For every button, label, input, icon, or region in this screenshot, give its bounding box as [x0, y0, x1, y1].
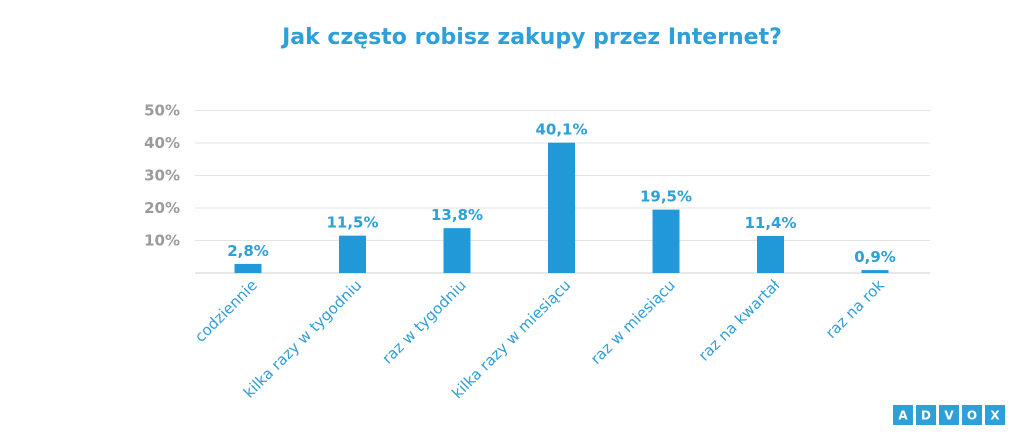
x-tick-label: raz na kwartał: [695, 276, 784, 365]
logo-letter: A: [898, 409, 908, 423]
bar-5: [652, 209, 680, 273]
logo-letter: X: [990, 409, 1000, 423]
bar-4: [548, 142, 575, 273]
chart-title: Jak często robisz zakupy przez Internet?: [280, 25, 782, 50]
x-tick-label: raz na rok: [822, 276, 888, 342]
data-label: 40,1%: [535, 121, 587, 139]
y-tick-label: 50%: [144, 102, 180, 120]
x-tick-label: raz w tygodniu: [378, 276, 469, 367]
data-label: 2,8%: [227, 242, 269, 260]
x-tick-label: raz w miesiącu: [587, 276, 679, 368]
x-tick-label: codziennie: [191, 276, 261, 346]
y-tick-label: 40%: [144, 134, 180, 152]
logo-letter-box: [893, 405, 913, 425]
data-label: 13,8%: [431, 206, 483, 224]
bars: [234, 142, 889, 273]
logo-letter: D: [921, 409, 931, 423]
data-labels: 2,8% 11,5% 13,8% 40,1% 19,5% 11,4% 0,9%: [227, 121, 896, 266]
x-tick-label: kilka razy w tygodniu: [240, 276, 366, 402]
logo-letter: V: [944, 409, 954, 423]
data-label: 11,5%: [326, 214, 378, 232]
y-tick-label: 10%: [144, 232, 180, 250]
bar-6: [757, 235, 784, 273]
data-label: 0,9%: [854, 248, 896, 266]
bar-1: [234, 263, 262, 273]
bar-7: [861, 270, 889, 273]
y-axis-ticks: 10% 20% 30% 40% 50%: [144, 102, 180, 250]
x-tick-label: kilka razy w miesiącu: [448, 276, 574, 402]
bar-2: [339, 235, 366, 273]
logo-letter: O: [967, 409, 977, 423]
y-tick-label: 30%: [144, 167, 180, 185]
bar-3: [443, 228, 471, 273]
y-tick-label: 20%: [144, 199, 180, 217]
logo-letter-box: [985, 405, 1005, 425]
data-label: 19,5%: [640, 188, 692, 206]
logo-letter-box: [962, 405, 982, 425]
logo-letter-box: [916, 405, 936, 425]
data-label: 11,4%: [744, 214, 796, 232]
logo-letter-box: [939, 405, 959, 425]
